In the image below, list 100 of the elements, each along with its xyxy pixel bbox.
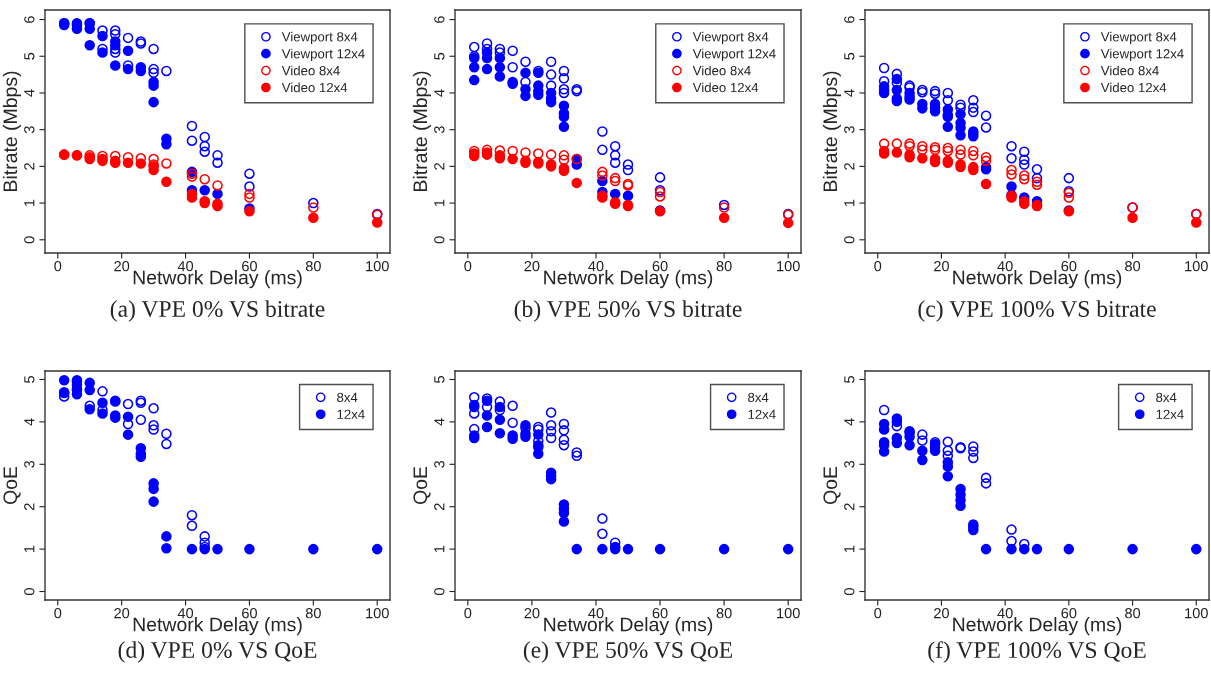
legend-label: Viewport 8x4 xyxy=(281,31,358,45)
x-tick-label: 60 xyxy=(652,608,668,619)
x-tick-label: 40 xyxy=(588,261,604,272)
y-tick-label: 0 xyxy=(24,236,35,244)
x-tick-label: 0 xyxy=(54,261,62,272)
x-tick-label: 100 xyxy=(777,608,800,619)
y-tick-label: 2 xyxy=(844,503,855,511)
y-tick-label: 4 xyxy=(24,89,35,97)
x-tick-label: 40 xyxy=(588,608,604,619)
y-tick-label: 0 xyxy=(434,588,445,595)
y-tick-label: 1 xyxy=(844,545,855,553)
x-tick-label: 100 xyxy=(1185,261,1208,272)
y-axis-title: Bitrate (Mbps) xyxy=(2,71,21,191)
text: (f) VPE 100% VS QoE xyxy=(928,641,1146,663)
legend-label: Video 12x4 xyxy=(1100,82,1167,93)
y-tick-label: 2 xyxy=(434,503,445,511)
x-tick-label: 100 xyxy=(777,261,800,272)
y-axis-title: QoE xyxy=(823,466,841,505)
y-tick-label: 6 xyxy=(844,16,855,23)
x-tick-label: 60 xyxy=(1061,261,1077,272)
x-axis-title: Network Delay (ms) xyxy=(953,617,1122,636)
y-tick-label: 4 xyxy=(844,89,855,97)
y-tick-label: 3 xyxy=(844,460,855,468)
y-tick-label: 0 xyxy=(434,236,445,244)
x-tick-label: 20 xyxy=(934,261,949,272)
text: (b) VPE 50% VS bitrate xyxy=(514,300,742,322)
y-tick-label: 6 xyxy=(434,16,445,23)
y-tick-label: 2 xyxy=(24,503,35,511)
y-tick-label: 1 xyxy=(844,199,855,207)
x-tick-label: 0 xyxy=(54,608,62,619)
x-axis-title: Network Delay (ms) xyxy=(133,617,302,636)
y-tick-label: 5 xyxy=(844,376,855,383)
x-tick-label: 40 xyxy=(997,608,1013,619)
y-tick-label: 3 xyxy=(844,126,855,134)
y-axis-title: Bitrate (Mbps) xyxy=(822,71,841,191)
legend-label: Viewport 12x4 xyxy=(1100,48,1184,62)
legend-label: Viewport 8x4 xyxy=(692,31,769,45)
legend-label: 12x4 xyxy=(748,409,776,419)
x-tick-label: 20 xyxy=(524,608,540,619)
y-tick-label: 1 xyxy=(24,545,35,553)
y-tick-label: 5 xyxy=(24,52,35,60)
x-tick-label: 60 xyxy=(242,608,257,619)
legend-label: 8x4 xyxy=(337,392,358,403)
y-tick-label: 6 xyxy=(24,16,35,23)
y-tick-label: 1 xyxy=(434,199,445,207)
y-tick-label: 2 xyxy=(434,163,445,170)
x-tick-label: 80 xyxy=(716,608,732,619)
legend-label: Video 8x4 xyxy=(692,65,751,76)
x-tick-label: 40 xyxy=(177,608,194,619)
x-tick-label: 60 xyxy=(1061,608,1077,619)
x-tick-label: 80 xyxy=(1125,608,1141,619)
y-tick-label: 4 xyxy=(844,418,855,426)
y-tick-label: 3 xyxy=(434,460,445,468)
x-tick-label: 60 xyxy=(242,261,257,272)
x-axis-title: Network Delay (ms) xyxy=(544,270,713,289)
legend-label: Video 12x4 xyxy=(692,82,759,93)
x-tick-label: 80 xyxy=(716,261,732,272)
y-tick-label: 5 xyxy=(434,52,445,60)
legend-label: Viewport 12x4 xyxy=(281,48,365,62)
text: (c) VPE 100% VS bitrate xyxy=(918,300,1156,322)
x-axis-title: Network Delay (ms) xyxy=(133,270,302,289)
x-tick-label: 80 xyxy=(1125,261,1141,272)
x-tick-label: 100 xyxy=(366,608,389,619)
x-tick-label: 20 xyxy=(934,608,949,619)
legend-label: Video 12x4 xyxy=(281,82,348,93)
y-tick-label: 3 xyxy=(434,126,445,134)
x-tick-label: 20 xyxy=(114,261,130,272)
y-tick-label: 5 xyxy=(434,376,445,383)
x-tick-label: 40 xyxy=(997,261,1013,272)
legend-label: 8x4 xyxy=(748,392,769,403)
y-axis-title: QoE xyxy=(413,466,431,505)
x-tick-label: 20 xyxy=(524,261,540,272)
legend-label: 8x4 xyxy=(1156,392,1177,403)
y-tick-label: 3 xyxy=(24,126,35,134)
x-tick-label: 0 xyxy=(464,608,472,619)
y-tick-label: 1 xyxy=(434,545,445,553)
x-tick-label: 100 xyxy=(366,261,389,272)
y-tick-label: 0 xyxy=(844,588,855,595)
legend-label: 12x4 xyxy=(1156,409,1184,419)
legend-label: Video 8x4 xyxy=(1100,65,1159,76)
x-tick-label: 0 xyxy=(464,261,472,272)
y-tick-label: 5 xyxy=(844,52,855,60)
y-tick-label: 4 xyxy=(434,89,445,97)
x-tick-label: 100 xyxy=(1185,608,1208,619)
y-axis-title: Bitrate (Mbps) xyxy=(412,71,431,191)
y-tick-label: 2 xyxy=(24,163,35,170)
legend-label: 12x4 xyxy=(337,409,365,419)
legend-label: Video 8x4 xyxy=(281,65,340,76)
y-tick-label: 3 xyxy=(24,460,35,468)
text: (a) VPE 0% VS bitrate xyxy=(110,300,325,322)
x-tick-label: 20 xyxy=(114,608,130,619)
x-tick-label: 0 xyxy=(874,608,882,619)
x-axis-title: Network Delay (ms) xyxy=(544,617,713,636)
x-tick-label: 60 xyxy=(652,261,668,272)
x-tick-label: 0 xyxy=(874,261,882,272)
y-tick-label: 4 xyxy=(24,418,35,426)
legend-label: Viewport 12x4 xyxy=(692,48,776,62)
y-tick-label: 2 xyxy=(844,163,855,170)
legend-label: Viewport 8x4 xyxy=(1100,31,1177,45)
y-tick-label: 4 xyxy=(434,418,445,426)
